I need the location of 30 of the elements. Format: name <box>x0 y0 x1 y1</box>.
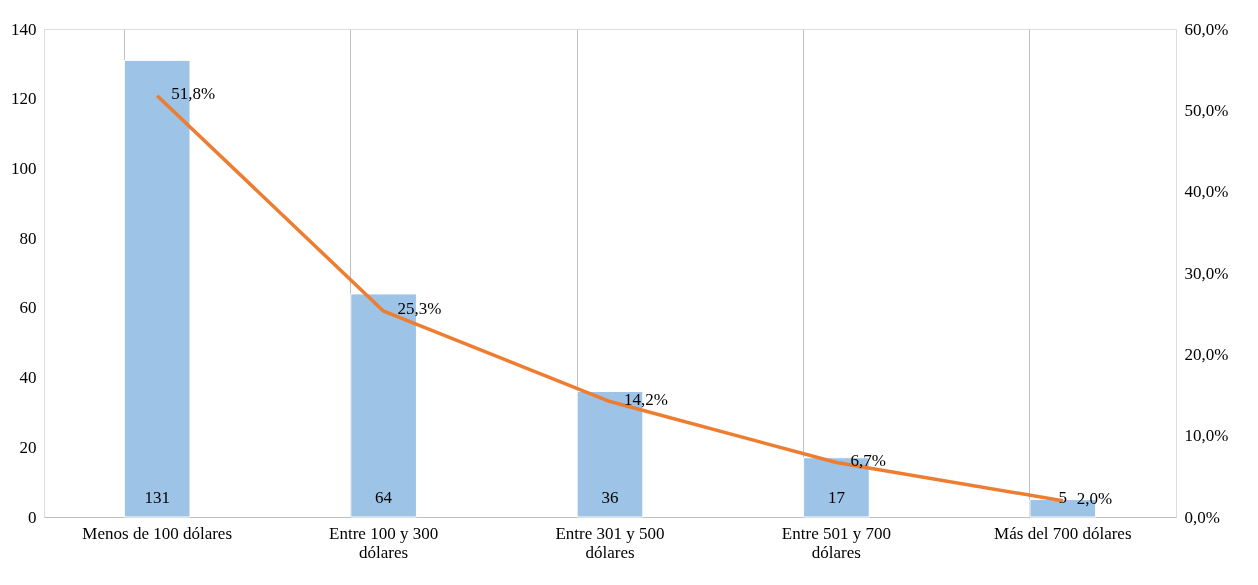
x-tick-label: Menos de 100 dólares <box>82 523 233 543</box>
data-label: 17 <box>827 488 846 507</box>
y2-tick-label: 0,0% <box>1184 507 1220 527</box>
data-label: 6,7% <box>850 450 886 470</box>
data-label: 25,3% <box>397 299 442 319</box>
y-tick-label: 60 <box>19 298 37 318</box>
y2-tick-label: 40,0% <box>1184 182 1229 202</box>
data-label: 36 <box>601 488 619 507</box>
y2-tick-label: 60,0% <box>1184 19 1229 39</box>
y-tick-label: 100 <box>11 158 37 178</box>
y2-tick-label: 50,0% <box>1184 100 1229 120</box>
data-label: 5 <box>1058 488 1068 507</box>
y-tick-label: 140 <box>11 19 37 39</box>
y-tick-label: 120 <box>11 89 37 109</box>
x-tick-label: Entre 301 y 500 dólares <box>555 523 665 562</box>
y2-tick-label: 10,0% <box>1184 426 1229 446</box>
x-tick-label: Entre 100 y 300 dólares <box>329 523 439 562</box>
y-tick-label: 0 <box>28 507 37 527</box>
data-label: 14,2% <box>624 389 668 409</box>
data-label: 2,0% <box>1076 488 1113 508</box>
data-label: 64 <box>375 488 393 507</box>
data-label: 51,8% <box>171 83 216 103</box>
y-tick-label: 20 <box>19 437 37 457</box>
x-tick-label: Más del 700 dólares <box>994 523 1132 543</box>
y-tick-label: 80 <box>19 228 37 248</box>
y2-tick-label: 30,0% <box>1184 263 1229 283</box>
y-tick-label: 40 <box>19 368 37 388</box>
y2-tick-label: 20,0% <box>1184 344 1229 364</box>
data-label: 131 <box>144 488 170 507</box>
x-tick-label: Entre 501 y 700 dólares <box>781 523 891 562</box>
